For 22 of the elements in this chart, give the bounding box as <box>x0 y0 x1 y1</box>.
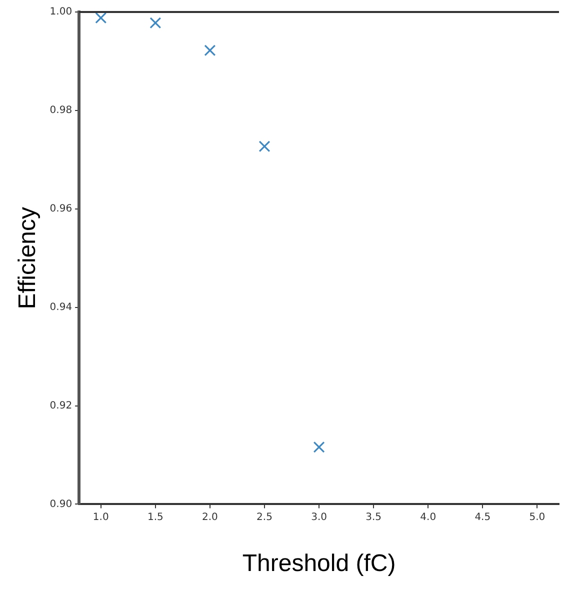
y-tick-label: 0.96 <box>50 203 72 214</box>
y-axis-title: Efficiency <box>14 206 42 310</box>
y-tick-label: 0.98 <box>50 105 72 116</box>
x-tick-label: 2.0 <box>202 512 218 523</box>
x-tick-label: 5.0 <box>529 512 546 523</box>
x-tick-label: 2.5 <box>256 512 272 523</box>
y-tick-label: 0.94 <box>50 302 72 313</box>
point <box>95 12 107 24</box>
point <box>258 140 270 152</box>
point <box>204 44 216 56</box>
y-tick-label: 0.90 <box>50 498 72 510</box>
x-tick-label: 3.0 <box>311 512 327 523</box>
point <box>150 17 162 29</box>
point <box>313 441 325 453</box>
x-tick-label: 3.5 <box>366 512 382 523</box>
x-tick-label: 4.5 <box>474 512 491 523</box>
y-tick-label: 1.00 <box>50 6 72 18</box>
x-tick-label: 1.5 <box>147 512 164 523</box>
x-tick-label: 4.0 <box>420 512 436 523</box>
x-tick-label: 1.0 <box>92 512 109 523</box>
x-axis-title: Threshold (fC) <box>242 550 396 578</box>
y-tick-label: 0.92 <box>50 400 72 412</box>
